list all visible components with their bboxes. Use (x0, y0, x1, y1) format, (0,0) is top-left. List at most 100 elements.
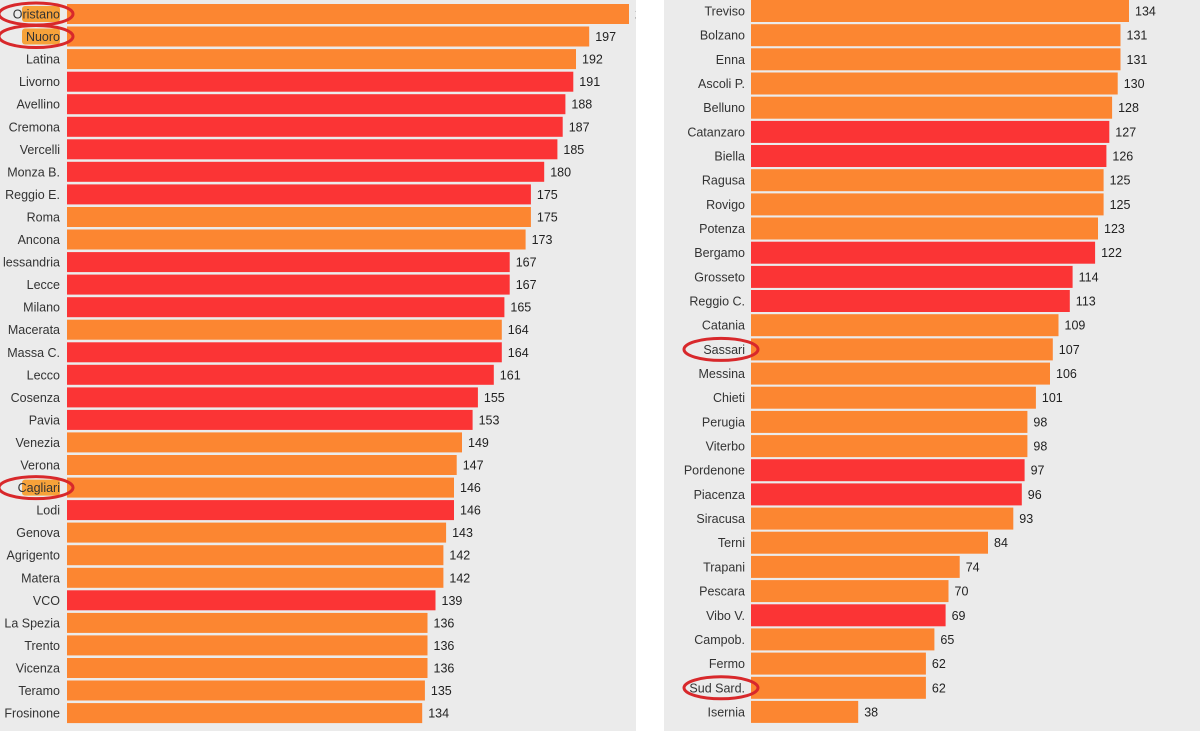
category-label-milano: Milano (23, 301, 60, 315)
value-label-ascoli-p: 130 (1124, 77, 1145, 91)
category-label-lecco: Lecco (27, 368, 60, 382)
value-label-lessandria: 167 (516, 256, 537, 270)
bar-agrigento (67, 545, 444, 566)
bar-cagliari (67, 477, 454, 498)
value-label-lodi: 146 (460, 504, 481, 518)
category-label-bergamo: Bergamo (694, 246, 745, 260)
category-label-lecce: Lecce (27, 278, 60, 292)
value-label-agrigento: 142 (449, 549, 470, 563)
bar-enna (751, 48, 1121, 71)
value-label-latina: 192 (582, 53, 603, 67)
bar-piacenza (751, 483, 1022, 506)
bar-cremona (67, 116, 563, 137)
value-label-oristano: 212 (635, 8, 636, 22)
category-label-cremona: Cremona (9, 120, 60, 134)
bar-messina (751, 362, 1050, 385)
value-label-avellino: 188 (571, 98, 592, 112)
bar-bolzano (751, 24, 1121, 47)
bar-viterbo (751, 435, 1028, 458)
category-label-messina: Messina (698, 367, 745, 381)
value-label-macerata: 164 (508, 323, 529, 337)
category-label-perugia: Perugia (702, 415, 745, 429)
value-label-rovigo: 125 (1110, 198, 1131, 212)
bar-chieti (751, 386, 1036, 409)
bar-venezia (67, 432, 462, 453)
category-label-viterbo: Viterbo (706, 440, 745, 454)
value-label-chieti: 101 (1042, 391, 1063, 405)
value-label-lecco: 161 (500, 368, 521, 382)
bar-cosenza (67, 387, 478, 408)
bar-verona (67, 455, 457, 475)
bar-milano (67, 297, 505, 318)
bar-campob (751, 628, 935, 651)
label-highlight-oristano (22, 6, 60, 22)
value-label-piacenza: 96 (1028, 488, 1042, 502)
bar-siracusa (751, 507, 1014, 530)
category-label-potenza: Potenza (699, 222, 745, 236)
bar-lodi (67, 500, 454, 521)
bar-fermo (751, 652, 926, 675)
value-label-roma: 175 (537, 211, 558, 225)
bar-ancona (67, 229, 526, 250)
bar-vibo-v (751, 604, 946, 627)
category-label-pavia: Pavia (29, 413, 60, 427)
category-label-frosinone: Frosinone (4, 707, 60, 721)
bar-vicenza (67, 658, 428, 678)
category-label-lodi: Lodi (36, 504, 60, 518)
circle-annotation-cagliari (0, 475, 75, 501)
value-label-cremona: 187 (569, 120, 590, 134)
bar-isernia (751, 700, 859, 723)
value-label-trapani: 74 (966, 560, 980, 574)
label-highlight-cagliari (22, 479, 60, 496)
category-label-fermo: Fermo (709, 657, 745, 671)
bar-bergamo (751, 241, 1096, 264)
value-label-vicenza: 136 (434, 662, 455, 676)
bar-matera (67, 567, 444, 588)
left-bar-chart: Oristano 212 Nuoro 197 Latina 192 Livorno 191 Av… (0, 1, 636, 724)
bar-latina (67, 49, 576, 70)
category-label-biella: Biella (714, 150, 745, 164)
bar-belluno (751, 96, 1113, 119)
bar-pavia (67, 409, 473, 430)
category-label-monza-b: Monza B. (7, 165, 60, 179)
bar-biella (751, 145, 1107, 167)
category-label-massa-c: Massa C. (7, 346, 60, 360)
category-label-roma: Roma (27, 211, 60, 225)
bar-catania (751, 314, 1059, 337)
bar-sud-sard (751, 676, 926, 699)
bar-pescara (751, 580, 949, 603)
bar-treviso (751, 0, 1129, 22)
value-label-pordenone: 97 (1031, 464, 1045, 478)
category-label-piacenza: Piacenza (694, 488, 745, 502)
top-gap-cover (636, 0, 664, 28)
value-label-enna: 131 (1127, 53, 1148, 67)
category-label-avellino: Avellino (16, 98, 60, 112)
category-label-sud-sard: Sud Sard. (689, 681, 745, 695)
value-label-isernia: 38 (864, 705, 878, 719)
category-label-macerata: Macerata (8, 323, 60, 337)
value-label-sassari: 107 (1059, 343, 1080, 357)
category-label-pordenone: Pordenone (684, 464, 745, 478)
right-bar-chart: Treviso 134 Bolzano 131 Enna 131 Ascoli P. 130 B… (682, 0, 1156, 723)
value-label-matera: 142 (449, 571, 470, 585)
value-label-cosenza: 155 (484, 391, 505, 405)
bar-reggio-e (67, 184, 531, 205)
value-label-siracusa: 93 (1019, 512, 1033, 526)
value-label-belluno: 128 (1118, 101, 1139, 115)
value-label-vco: 139 (442, 594, 463, 608)
value-label-viterbo: 98 (1033, 440, 1047, 454)
category-label-reggio-e: Reggio E. (5, 188, 60, 202)
value-label-vibo-v: 69 (952, 609, 966, 623)
bar-macerata (67, 319, 502, 340)
bar-pordenone (751, 459, 1025, 482)
value-label-campob: 65 (940, 633, 954, 647)
value-label-sud-sard: 62 (932, 681, 946, 695)
value-label-monza-b: 180 (550, 165, 571, 179)
category-label-bolzano: Bolzano (700, 29, 745, 43)
category-label-sassari: Sassari (703, 343, 745, 357)
bar-oristano (67, 4, 629, 24)
category-label-matera: Matera (21, 571, 60, 585)
bar-genova (67, 522, 447, 543)
bar-grosseto (751, 265, 1073, 288)
category-label-ascoli-p: Ascoli P. (698, 77, 745, 91)
